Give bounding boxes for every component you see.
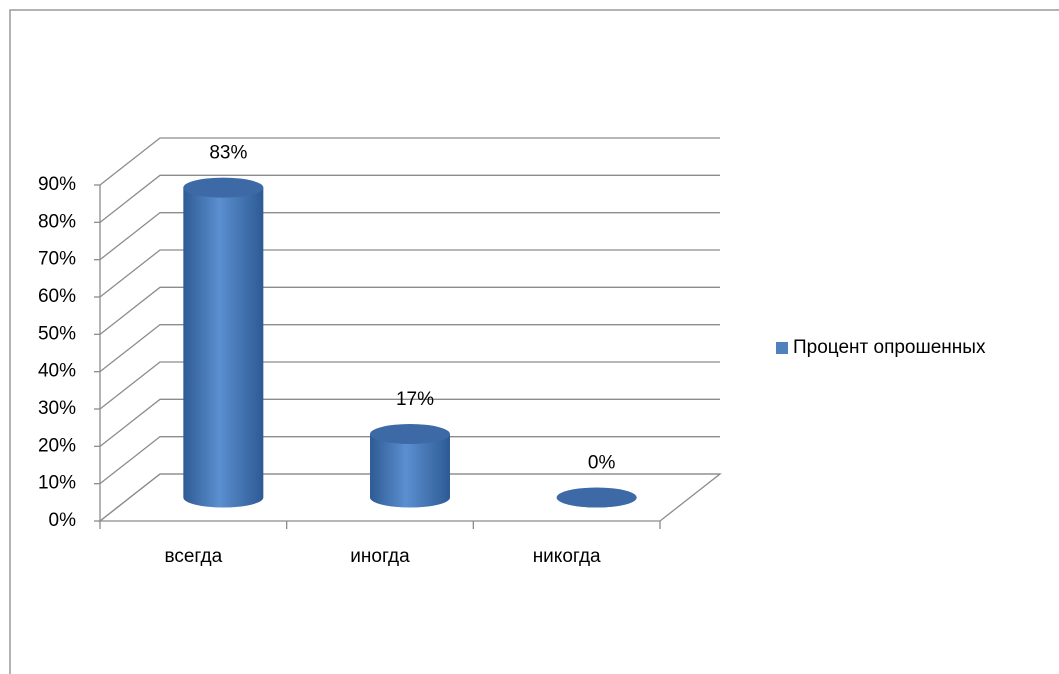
y-tick-label: 40%	[38, 361, 76, 382]
x-tick-label: иногда	[350, 546, 410, 567]
cylinder-top	[370, 424, 450, 445]
grid-line	[99, 473, 720, 522]
cylinder-top	[183, 177, 264, 198]
y-tick-label: 50%	[38, 323, 76, 344]
grid-line	[99, 398, 720, 447]
y-tick-label: 20%	[38, 435, 76, 456]
grid-line	[99, 212, 720, 261]
x-tick-label: всегда	[164, 546, 222, 567]
y-tick-label: 90%	[38, 174, 76, 195]
y-tick-label: 30%	[38, 398, 76, 419]
legend-label: Процент опрошенных	[793, 337, 986, 358]
data-label: 0%	[588, 453, 616, 474]
grid-line	[99, 174, 720, 223]
cylinder-body	[370, 434, 450, 508]
y-tick-label: 60%	[38, 286, 76, 307]
grid-line	[99, 249, 720, 298]
data-label: 17%	[396, 389, 434, 410]
legend-swatch	[776, 342, 788, 354]
grid-line	[99, 137, 720, 186]
grid-line	[99, 324, 720, 373]
cylinder-body	[183, 187, 264, 508]
chart-border	[9, 9, 1059, 674]
y-tick-label: 70%	[38, 249, 76, 270]
data-label: 83%	[209, 143, 247, 164]
y-tick-label: 0%	[49, 510, 77, 531]
y-tick-label: 10%	[38, 473, 76, 494]
grid-line	[99, 286, 720, 335]
y-tick-label: 80%	[38, 211, 76, 232]
grid-line	[99, 436, 720, 485]
grid-line	[99, 361, 720, 410]
x-tick-label: никогда	[533, 546, 601, 567]
cylinder-top	[556, 487, 637, 508]
